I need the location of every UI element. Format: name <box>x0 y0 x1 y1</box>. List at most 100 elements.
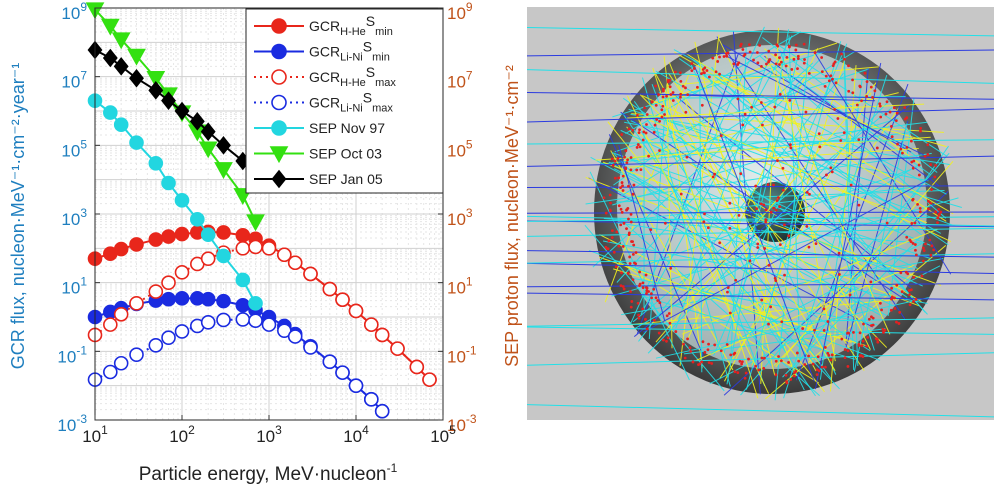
data-point <box>277 323 292 338</box>
particle-track <box>619 218 820 397</box>
data-point <box>174 265 190 280</box>
hit-point <box>668 85 672 89</box>
hit-point <box>910 160 914 164</box>
particle-track <box>602 240 928 304</box>
hit-point <box>734 278 738 282</box>
data-point <box>335 292 350 307</box>
hit-point <box>625 161 629 165</box>
hit-point <box>661 338 665 342</box>
hit-point <box>631 240 634 244</box>
particle-track <box>527 108 994 123</box>
hit-point <box>629 212 633 216</box>
x-tick-label: 105 <box>430 423 456 446</box>
hit-point <box>661 95 665 99</box>
hit-point <box>728 226 732 230</box>
hit-point <box>647 154 650 158</box>
hit-point <box>690 62 694 65</box>
hit-point <box>706 226 710 230</box>
hit-point <box>875 146 879 150</box>
particle-track <box>527 155 994 167</box>
hit-point <box>789 146 793 150</box>
hit-point <box>711 175 715 179</box>
data-point <box>113 306 129 322</box>
hit-point <box>842 57 846 61</box>
particle-tracks <box>527 26 994 418</box>
hit-point <box>919 129 922 133</box>
data-point <box>322 281 338 297</box>
hit-point <box>899 271 903 275</box>
hit-point <box>644 131 648 135</box>
particle-track <box>527 216 994 222</box>
hit-point <box>615 230 619 234</box>
data-point <box>248 239 263 255</box>
hit-point <box>908 303 912 307</box>
data-point <box>235 241 251 256</box>
hit-point <box>769 210 773 214</box>
hit-point <box>761 123 764 127</box>
hit-point <box>655 118 659 121</box>
hit-point <box>802 42 806 46</box>
hit-point <box>807 354 810 358</box>
hit-point <box>612 250 616 254</box>
hit-point <box>921 259 925 263</box>
hit-point <box>896 142 899 146</box>
data-point <box>235 312 251 327</box>
hit-point <box>802 61 806 65</box>
hit-point <box>632 243 636 247</box>
hit-point <box>817 369 821 373</box>
hit-point <box>610 236 614 239</box>
hit-point <box>764 208 768 212</box>
hit-point <box>881 327 885 331</box>
data-point <box>200 122 216 141</box>
hit-point <box>736 371 740 375</box>
hit-point <box>762 203 766 207</box>
hit-point <box>713 172 717 176</box>
hit-point <box>820 56 824 59</box>
data-point <box>287 329 303 344</box>
particle-track <box>527 215 994 227</box>
hit-point <box>797 359 801 363</box>
particle-track <box>845 121 909 348</box>
left-y-tick-label: 107 <box>61 69 87 92</box>
hit-point <box>718 241 722 245</box>
hit-point <box>774 373 778 377</box>
hit-point <box>629 305 633 309</box>
hit-point <box>880 308 883 312</box>
hit-point <box>917 173 921 177</box>
data-point <box>129 135 144 150</box>
hit-point <box>755 207 759 211</box>
hit-point <box>924 242 927 246</box>
hit-point <box>827 79 831 83</box>
hit-point <box>917 163 921 167</box>
hit-point <box>649 292 653 296</box>
hit-point <box>650 100 654 104</box>
data-point <box>148 232 164 247</box>
hit-point <box>778 56 781 60</box>
right-y-ticks: 10-3 10-1 101 103 105 107 109 <box>438 0 477 435</box>
hit-point <box>777 355 780 358</box>
hit-point <box>762 366 766 370</box>
hit-point <box>652 318 656 322</box>
hit-point <box>700 103 704 107</box>
hit-point <box>725 343 729 346</box>
hit-point <box>642 130 646 134</box>
particle-track <box>610 186 871 352</box>
data-point <box>113 355 129 371</box>
hit-point <box>839 139 843 142</box>
hit-point <box>686 93 690 97</box>
particle-track <box>626 157 923 287</box>
hit-point <box>795 351 799 355</box>
particle-track <box>778 57 836 362</box>
hit-point <box>718 72 721 76</box>
hit-point <box>661 104 665 108</box>
hit-point <box>629 168 633 172</box>
hit-point <box>936 216 940 220</box>
data-point <box>161 291 176 307</box>
data-point <box>113 117 129 132</box>
hit-point <box>843 356 847 360</box>
hit-point <box>858 354 862 358</box>
hit-point <box>772 183 775 187</box>
hit-point <box>671 99 675 102</box>
hit-point <box>824 74 828 78</box>
hit-point <box>631 128 635 132</box>
